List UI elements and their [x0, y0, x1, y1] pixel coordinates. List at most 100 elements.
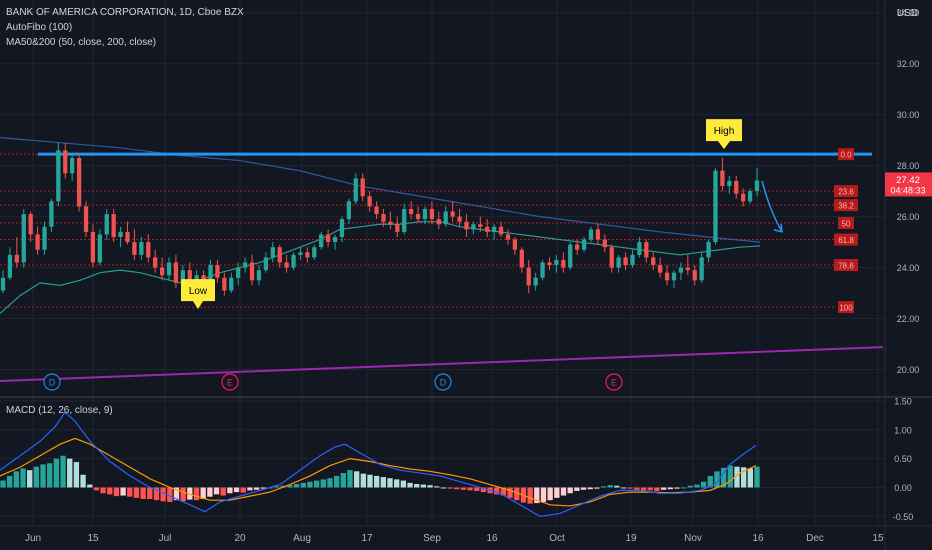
macd-histogram-bar [287, 485, 293, 488]
x-tick-label: 15 [87, 533, 99, 544]
macd-histogram-bar [647, 487, 653, 491]
macd-histogram-bar [193, 487, 200, 501]
macd-histogram-bar [667, 487, 673, 490]
macd-histogram-bar [60, 455, 66, 488]
candle-body [713, 170, 718, 243]
macd-histogram-bar [73, 462, 80, 488]
price-tick-label: 22.00 [897, 314, 920, 324]
candle-body [671, 272, 677, 281]
candle-body [616, 257, 621, 268]
last-price-label: 27.42 [896, 175, 920, 186]
macd-histogram-bar [233, 487, 240, 493]
macd-histogram-bar [540, 487, 547, 502]
candle-body [284, 262, 289, 268]
event-marker [43, 373, 61, 391]
candle-body [90, 231, 96, 263]
candle-body [747, 191, 753, 202]
x-tick-label: Nov [684, 533, 702, 544]
candle-body [519, 249, 524, 268]
macd-histogram-bar [220, 487, 226, 496]
macd-histogram-bar [434, 486, 440, 488]
macd-histogram-bar [313, 480, 320, 488]
x-tick-label: 19 [625, 533, 637, 544]
macd-label[interactable]: MACD (12, 26, close, 9) [6, 405, 113, 416]
macd-histogram-bar [600, 486, 607, 488]
candle-body [104, 214, 109, 235]
x-tick-label: 16 [486, 533, 498, 544]
candle-body [208, 265, 213, 281]
fib-label: 78.6 [838, 262, 854, 271]
macd-histogram-bar [394, 479, 400, 488]
event-marker-label: D [440, 378, 447, 388]
macd-histogram-bar [567, 487, 573, 494]
candle-body [734, 180, 739, 194]
macd-histogram-bar [307, 481, 313, 488]
candle-body [374, 206, 379, 215]
x-tick-label: Aug [293, 533, 311, 544]
candle-body [602, 239, 607, 248]
candle-body [422, 208, 428, 220]
candle-body [706, 242, 711, 258]
macd-histogram-bar [534, 487, 540, 504]
macd-histogram-bar [273, 486, 280, 488]
currency-label[interactable]: USD [896, 8, 918, 19]
candle-body [436, 219, 441, 225]
macd-histogram-bar [454, 487, 460, 490]
candle-body [319, 234, 324, 248]
macd-histogram-bar [687, 485, 693, 488]
macd-histogram-bar [480, 487, 487, 493]
candle-body [166, 262, 172, 276]
macd-histogram-bar [594, 487, 600, 489]
candle-body [291, 254, 296, 268]
candle-body [125, 231, 130, 243]
macd-histogram-bar [754, 466, 760, 488]
candle-body [159, 267, 165, 276]
macd-histogram-bar [320, 479, 326, 488]
candle-body [146, 242, 151, 258]
macd-histogram-bar [253, 487, 260, 490]
macd-histogram-bar [407, 482, 413, 488]
candle-body [547, 262, 552, 266]
candle-body [526, 267, 531, 286]
candle-body [0, 277, 6, 291]
candle-body [236, 267, 241, 278]
fib-label: 38.2 [838, 202, 854, 211]
indicator-ma-label[interactable]: MA50&200 (50, close, 200, close) [6, 37, 157, 48]
candle-body [298, 252, 303, 255]
candle-body [353, 178, 358, 202]
candle-body [429, 208, 435, 220]
x-tick-label: Dec [806, 533, 824, 544]
candle-body [173, 262, 179, 283]
countdown-label: 04:48:33 [890, 185, 925, 195]
macd-histogram-bar [414, 484, 420, 488]
candle-body [595, 229, 601, 240]
candle-body [658, 265, 663, 273]
macd-histogram-bar [147, 487, 153, 500]
fib-label: 50 [842, 219, 851, 228]
candle-body [325, 234, 331, 243]
macd-histogram-bar [133, 487, 140, 498]
fib-label: 100 [839, 304, 853, 313]
candle-body [367, 196, 372, 207]
projection-arrow [761, 180, 783, 233]
indicator-autofibo-label[interactable]: AutoFibo (100) [6, 22, 73, 33]
candle-body [561, 259, 566, 268]
candle-body [609, 247, 614, 268]
fib-label: 23.6 [838, 188, 854, 197]
fib-label-bg [834, 233, 858, 246]
macd-histogram-bar [587, 487, 593, 490]
x-tick-label: 15 [872, 533, 884, 544]
candle-body [471, 224, 476, 230]
macd-histogram-bar [20, 468, 26, 488]
macd-histogram-bar [167, 487, 173, 502]
candle-body [35, 234, 40, 250]
macd-histogram-bar [680, 487, 687, 489]
candle-body [498, 226, 504, 235]
candle-body [623, 257, 628, 266]
candle-body [512, 239, 518, 250]
macd-histogram-bar [227, 487, 233, 494]
macd-histogram-bar [47, 463, 53, 488]
candle-body [581, 239, 587, 250]
